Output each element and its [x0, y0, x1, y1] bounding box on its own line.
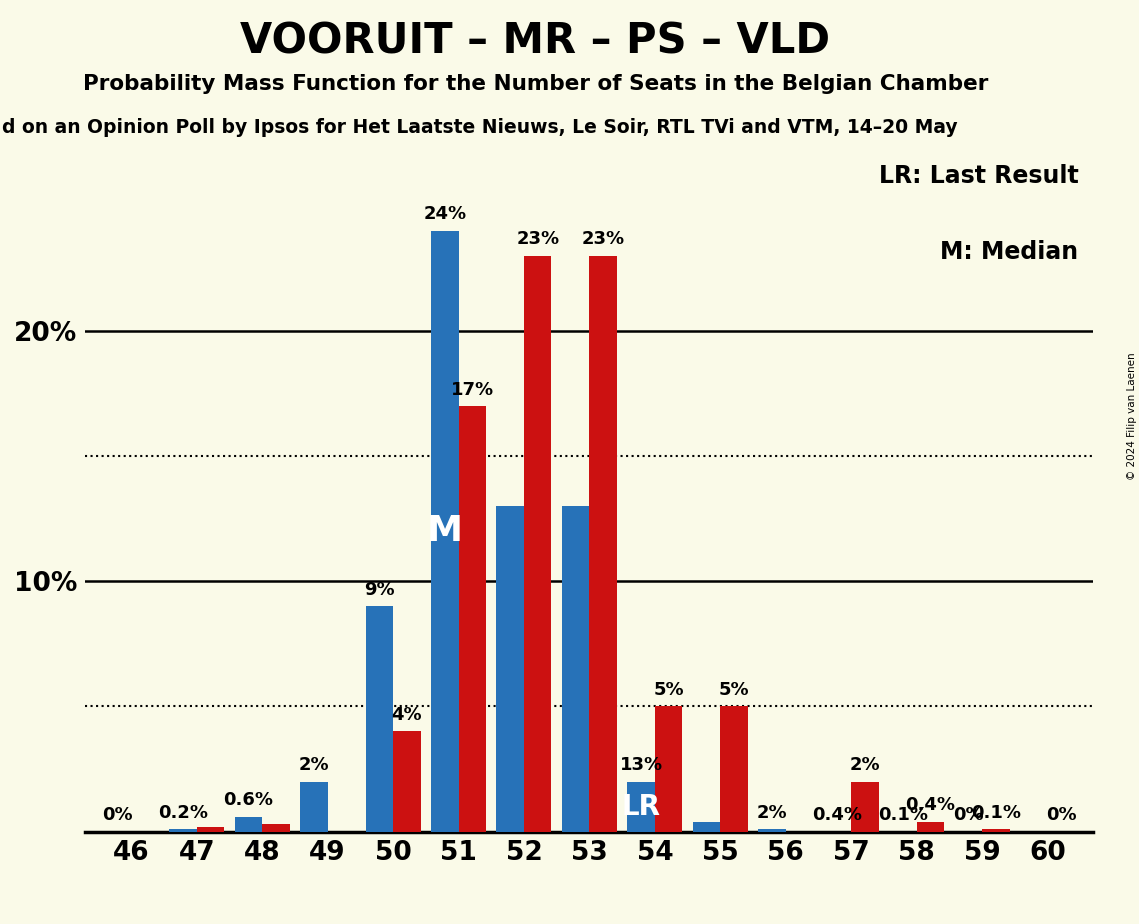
Text: 0.4%: 0.4% — [812, 806, 862, 824]
Text: 13%: 13% — [620, 756, 663, 774]
Text: 2%: 2% — [850, 756, 880, 774]
Text: 9%: 9% — [364, 581, 394, 599]
Bar — [759, 829, 786, 832]
Text: 24%: 24% — [424, 205, 466, 224]
Text: 2%: 2% — [756, 804, 787, 821]
Text: 5%: 5% — [654, 681, 683, 699]
Bar — [459, 406, 486, 832]
Text: 23%: 23% — [516, 230, 559, 249]
Text: d on an Opinion Poll by Ipsos for Het Laatste Nieuws, Le Soir, RTL TVi and VTM, : d on an Opinion Poll by Ipsos for Het La… — [2, 118, 958, 138]
Text: 0%: 0% — [103, 806, 133, 824]
Text: 0.4%: 0.4% — [906, 796, 956, 814]
Bar — [366, 606, 393, 832]
Bar — [693, 821, 720, 832]
Bar — [851, 782, 879, 832]
Bar — [497, 506, 524, 832]
Bar — [590, 256, 617, 832]
Bar — [300, 782, 328, 832]
Text: 0.6%: 0.6% — [223, 791, 273, 809]
Text: LR: LR — [622, 793, 661, 821]
Bar — [431, 231, 459, 832]
Text: 5%: 5% — [719, 681, 749, 699]
Text: LR: Last Result: LR: Last Result — [878, 164, 1079, 188]
Bar — [524, 256, 551, 832]
Text: 17%: 17% — [451, 381, 494, 398]
Text: © 2024 Filip van Laenen: © 2024 Filip van Laenen — [1126, 352, 1137, 480]
Bar — [235, 817, 262, 832]
Text: 0.1%: 0.1% — [878, 806, 928, 824]
Text: 0%: 0% — [953, 806, 984, 824]
Text: Probability Mass Function for the Number of Seats in the Belgian Chamber: Probability Mass Function for the Number… — [83, 74, 988, 94]
Text: 2%: 2% — [298, 756, 329, 774]
Bar — [262, 824, 289, 832]
Bar — [917, 821, 944, 832]
Bar — [720, 707, 748, 832]
Bar — [393, 732, 420, 832]
Bar — [197, 827, 224, 832]
Text: 0%: 0% — [1046, 806, 1076, 824]
Text: 0.1%: 0.1% — [970, 804, 1021, 821]
Text: 4%: 4% — [392, 706, 423, 724]
Text: M: Median: M: Median — [940, 239, 1079, 263]
Text: 0.2%: 0.2% — [158, 804, 208, 821]
Bar — [562, 506, 590, 832]
Text: 23%: 23% — [582, 230, 624, 249]
Bar — [982, 829, 1009, 832]
Bar — [170, 829, 197, 832]
Bar — [628, 782, 655, 832]
Text: VOORUIT – MR – PS – VLD: VOORUIT – MR – PS – VLD — [240, 20, 830, 62]
Text: M: M — [427, 515, 462, 548]
Bar — [655, 707, 682, 832]
